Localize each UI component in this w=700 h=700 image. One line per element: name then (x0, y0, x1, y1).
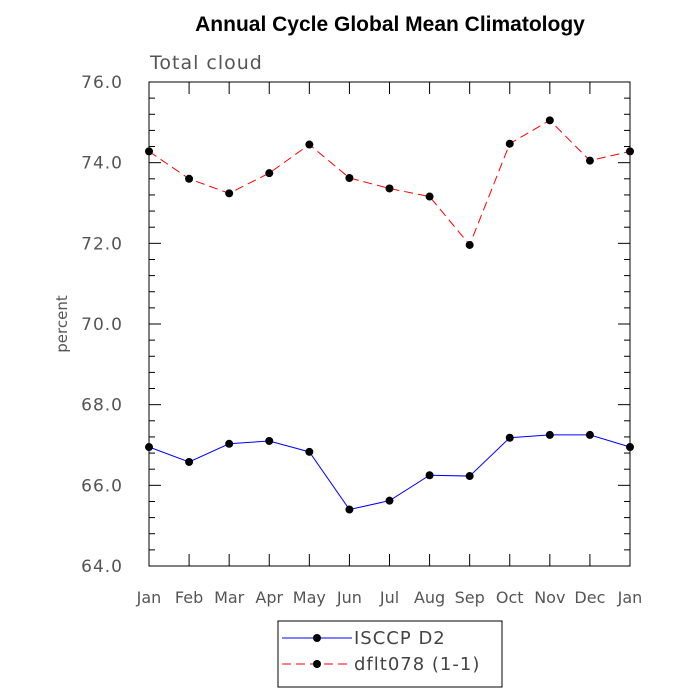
data-point (465, 472, 474, 481)
data-point (626, 147, 634, 156)
x-tick-label: Jul (379, 588, 399, 607)
x-tick-label: Dec (574, 588, 605, 607)
data-point (345, 173, 354, 182)
x-tick-label: Nov (534, 588, 565, 607)
data-point (185, 457, 194, 466)
data-point (225, 439, 234, 448)
data-point (265, 169, 274, 178)
x-tick-label: Feb (175, 588, 203, 607)
data-point (185, 174, 194, 183)
y-tick-label: 66.0 (81, 476, 123, 496)
x-tick-label: Jan (617, 588, 643, 607)
data-point (225, 189, 234, 198)
x-tick-label: Sep (455, 588, 485, 607)
y-tick-label: 72.0 (81, 234, 123, 254)
chart-title: Annual Cycle Global Mean Climatology (195, 13, 585, 36)
series-line-1 (148, 119, 631, 246)
legend-label-1: dflt078 (1-1) (354, 654, 480, 675)
data-point (585, 156, 594, 165)
data-point (385, 496, 394, 505)
data-point (505, 433, 514, 442)
y-tick-label: 76.0 (81, 73, 123, 93)
legend-marker-0 (313, 634, 321, 642)
y-tick-label: 64.0 (81, 557, 123, 577)
data-point (145, 147, 153, 156)
data-point (425, 471, 434, 480)
legend-label-0: ISCCP D2 (354, 628, 446, 649)
x-tick-label: Aug (414, 588, 445, 607)
data-point (305, 447, 314, 456)
x-tick-label: Oct (496, 588, 524, 607)
legend-box (277, 620, 503, 688)
data-point (425, 192, 434, 201)
y-tick-label: 70.0 (81, 315, 123, 335)
x-tick-label: Jun (336, 588, 362, 607)
legend: ISCCP D2 dflt078 (1-1) (277, 620, 503, 688)
chart-subtitle: Total cloud (149, 52, 263, 74)
y-axis-label: percent (53, 295, 71, 353)
data-point (465, 240, 474, 249)
data-point (626, 443, 634, 452)
data-point (545, 116, 554, 125)
y-tick-label: 68.0 (81, 396, 123, 416)
legend-marker-1 (313, 660, 321, 668)
data-point (345, 505, 354, 514)
y-tick-label: 74.0 (81, 154, 123, 174)
axes: 64.0 66.0 68.0 70.0 72.0 74.0 76.0 Jan Feb Mar Apr… (81, 73, 642, 607)
x-tick-label: May (293, 588, 326, 607)
series-layer (145, 116, 634, 514)
data-point (505, 139, 514, 148)
data-point (385, 184, 394, 193)
data-point (585, 430, 594, 439)
data-point (145, 443, 153, 452)
data-point (545, 430, 554, 439)
data-point (305, 140, 314, 149)
plot-frame (148, 81, 631, 567)
x-tick-label: Jan (136, 588, 162, 607)
data-point (265, 436, 274, 445)
x-tick-label: Apr (255, 588, 283, 607)
x-tick-label: Mar (214, 588, 245, 607)
